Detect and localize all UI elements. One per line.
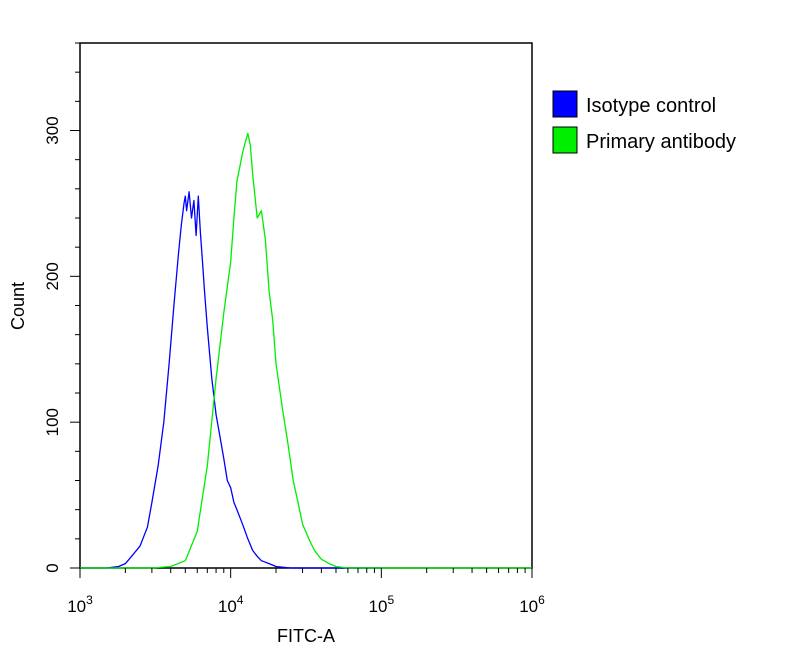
series-line-1	[80, 132, 532, 569]
x-axis-label: FITC-A	[277, 626, 335, 646]
y-axis: 0 100 200 300	[43, 42, 80, 573]
x-tick-label: 104	[218, 593, 244, 616]
legend-swatch-0	[552, 90, 578, 118]
x-axis: 103 104 105 106	[67, 568, 545, 616]
plot-frame	[79, 42, 533, 569]
legend-label-1: Primary antibody	[586, 131, 736, 153]
y-tick-label: 200	[43, 262, 62, 290]
series-line-0	[80, 191, 382, 569]
legend-swatch-1	[552, 126, 578, 154]
y-axis-label: Count	[8, 282, 28, 330]
y-tick-label: 100	[43, 408, 62, 436]
x-tick-label: 105	[369, 593, 395, 616]
y-tick-label: 0	[43, 563, 62, 572]
legend-label-0: Isotype control	[586, 95, 716, 117]
series-layer	[80, 132, 532, 569]
x-tick-label: 103	[67, 593, 93, 616]
x-tick-label: 106	[519, 593, 545, 616]
legend: Isotype control Primary antibody	[552, 90, 736, 154]
y-tick-label: 300	[43, 116, 62, 144]
